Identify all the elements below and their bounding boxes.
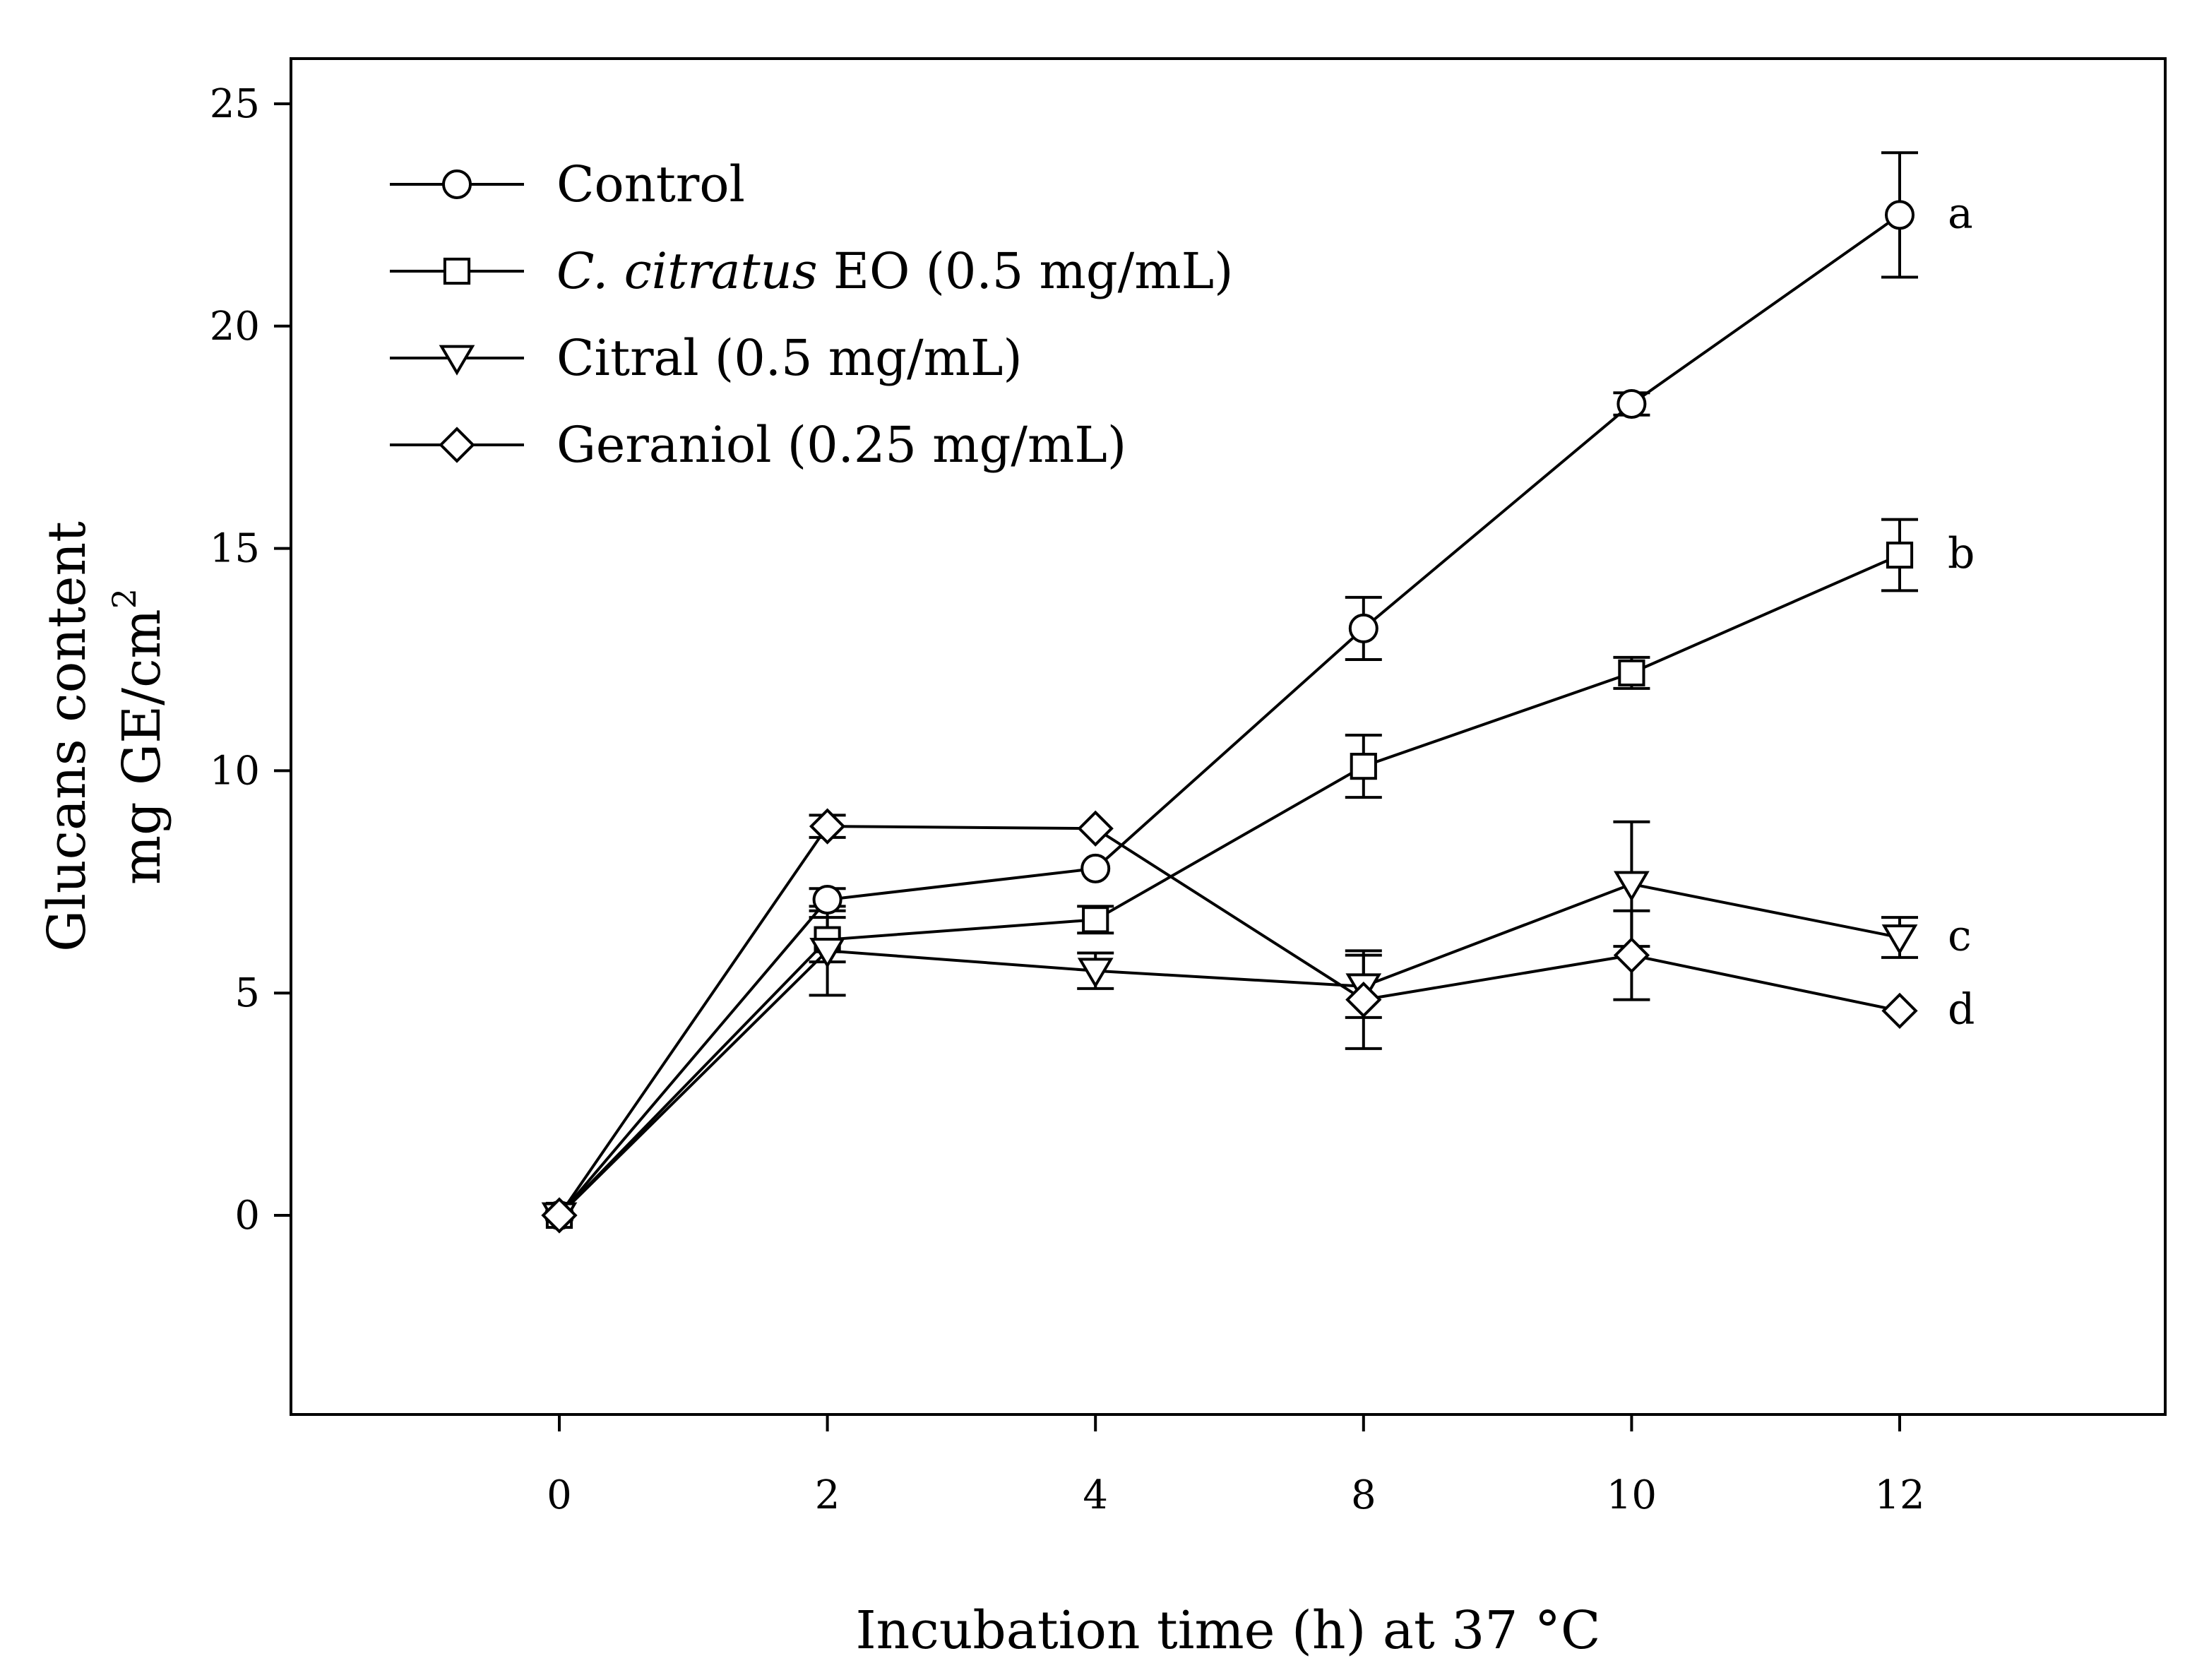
legend-marker-triangle-down (439, 345, 475, 376)
data-point-triangle-down (1614, 871, 1650, 902)
legend-entry: Citral (0.5 mg/mL) (390, 329, 1023, 387)
legend-entry: Geraniol (0.25 mg/mL) (390, 416, 1126, 474)
significance-letter: c (1948, 912, 1972, 961)
y-axis-unit-superscript: 2 (105, 588, 143, 609)
series-line (558, 825, 1900, 1217)
data-point-circle (1885, 200, 1915, 230)
legend-label: Citral (0.5 mg/mL) (556, 329, 1023, 387)
data-point-triangle-down (1077, 958, 1114, 989)
legend-entry: C. citratus EO (0.5 mg/mL) (390, 242, 1233, 300)
legend-label: C. citratus EO (0.5 mg/mL) (556, 242, 1233, 300)
y-tick-label: 25 (210, 81, 260, 127)
y-tick-label: 0 (234, 1193, 260, 1239)
data-point-square (1350, 753, 1377, 780)
series-lines (558, 213, 1901, 1217)
y-tick-label: 20 (210, 304, 260, 350)
x-tick-label: 10 (1607, 1472, 1657, 1518)
data-point-circle (1616, 388, 1647, 419)
x-axis: 0 2 4 8 10 12 (547, 1414, 1925, 1518)
y-tick-label: 10 (210, 748, 260, 794)
x-tick-label: 2 (815, 1472, 840, 1518)
data-point-diamond (1881, 992, 1918, 1030)
data-point-square (1886, 541, 1914, 569)
y-axis-title-line2: mg GE/cm2 (105, 588, 172, 885)
legend-marker-circle (442, 169, 472, 199)
y-tick-label: 5 (234, 970, 260, 1016)
legend-label-italic: C. citratus (556, 242, 818, 300)
legend: Control C. citratus EO (0.5 mg/mL) Citral … (390, 155, 1233, 474)
y-tick-label: 15 (210, 526, 260, 572)
data-point-diamond (1613, 937, 1650, 974)
data-point-diamond (1077, 810, 1114, 847)
y-axis: 0 5 10 15 20 25 (210, 81, 291, 1239)
data-point-triangle-down (809, 938, 845, 969)
x-tick-label: 0 (547, 1472, 572, 1518)
legend-label-text: Geraniol (0.25 mg/mL) (556, 416, 1126, 474)
legend-label: Control (556, 155, 745, 213)
legend-entry: Control (390, 155, 745, 213)
data-point-circle (1348, 613, 1379, 643)
x-tick-label: 8 (1351, 1472, 1376, 1518)
significance-letter: b (1948, 529, 1975, 578)
series-markers (541, 200, 1918, 1234)
plot-frame (290, 57, 2167, 1416)
legend-label-text: EO (0.5 mg/mL) (818, 242, 1234, 300)
significance-letter: a (1948, 189, 1973, 238)
data-point-diamond (809, 808, 846, 845)
legend-label-text: Control (556, 155, 745, 213)
series-line (558, 213, 1901, 1217)
series-line (558, 554, 1900, 1217)
y-axis-title-line1: Glucans content (37, 521, 97, 952)
data-point-square (1618, 659, 1645, 686)
significance-letter: d (1948, 984, 1975, 1034)
data-point-circle (1080, 853, 1111, 883)
data-point-circle (812, 884, 842, 915)
data-point-square (1082, 906, 1109, 934)
legend-marker-diamond (439, 427, 475, 463)
legend-label: Geraniol (0.25 mg/mL) (556, 416, 1126, 474)
data-point-diamond (541, 1197, 578, 1234)
significance-letters: a b cd (1948, 189, 1975, 1034)
y-axis-unit: mg GE/cm (112, 609, 172, 885)
series-line (558, 882, 1900, 1217)
y-axis-title: Glucans content mg GE/cm2 (37, 521, 172, 952)
x-axis-title: Incubation time (h) at 37 °C (855, 1600, 1600, 1661)
x-tick-label: 12 (1874, 1472, 1924, 1518)
data-point-diamond (1345, 982, 1382, 1018)
legend-label-text: Citral (0.5 mg/mL) (556, 329, 1023, 387)
legend-marker-square (443, 257, 471, 285)
x-tick-label: 4 (1083, 1472, 1108, 1518)
data-point-triangle-down (1881, 924, 1918, 955)
